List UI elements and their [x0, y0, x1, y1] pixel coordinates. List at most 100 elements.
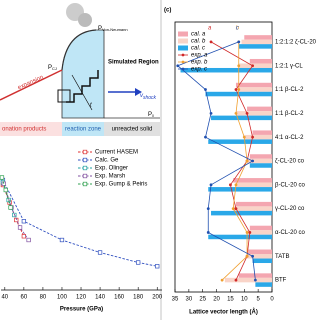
bar [180, 67, 272, 73]
y-tick-label: β-CL-20 co [275, 182, 305, 188]
point [251, 135, 255, 139]
bar [238, 44, 272, 49]
point [234, 207, 238, 211]
x-tick-label: 30 [186, 297, 193, 303]
bar [208, 234, 272, 240]
series-line [177, 41, 256, 281]
legend-marker [181, 53, 185, 57]
symbol: P [98, 26, 102, 32]
legend-marker [82, 149, 88, 155]
point [251, 64, 255, 68]
point [21, 234, 27, 239]
p-von-neumann: PVon-Neumann [98, 26, 128, 32]
series-line [2, 179, 158, 267]
symbol: P [48, 65, 52, 71]
bar [235, 182, 272, 188]
y-tick-label: α-CL-20 co [275, 230, 305, 236]
x-tick-label: 100 [57, 295, 68, 301]
point [204, 88, 207, 91]
x-tick-label: 20 [213, 297, 220, 303]
point [234, 111, 238, 115]
zone-products [0, 122, 62, 136]
x-tick-label: 35 [172, 297, 179, 303]
bar [233, 178, 272, 183]
bar [244, 35, 272, 40]
y-tick-label: 1:2:1 γ-CL [275, 63, 303, 69]
bar [249, 225, 272, 231]
p-cj: PCJ [48, 65, 57, 71]
x-tick-label: 80 [40, 295, 47, 301]
legend-label: Current HASEM [95, 150, 138, 156]
series-tag: a [208, 26, 212, 32]
y-tick-label: 1:2:1:2 ζ-CL-20 [275, 39, 317, 45]
zone-label: onation products [2, 127, 46, 133]
bar [241, 39, 272, 45]
bar [235, 111, 272, 116]
subscript: Von-Neumann [102, 27, 128, 32]
point [136, 260, 141, 265]
bar [208, 187, 272, 192]
zone-label: reaction zone [65, 127, 102, 133]
legend-swatch [178, 45, 188, 51]
series-tag: b [236, 26, 240, 32]
x-tick-label: 140 [95, 295, 106, 301]
zone-label: unreacted solid [112, 127, 153, 133]
legend-label: cal. a [191, 32, 206, 38]
y-tick-label: 1:1 β-CL-2 [275, 87, 304, 93]
legend-marker [82, 157, 88, 163]
x-tick-label: 120 [76, 295, 87, 301]
x-tick-label: 15 [227, 297, 234, 303]
legend-marker [82, 181, 88, 187]
subscript: 0 [152, 114, 154, 118]
x-tick-label: 200 [152, 295, 163, 301]
legend-swatch [178, 31, 188, 37]
bar [233, 206, 272, 211]
point [3, 187, 8, 193]
bar [247, 230, 272, 235]
x-axis-title: Pressure (GPa) [60, 307, 103, 313]
point [17, 225, 23, 230]
p-0: P0 [148, 112, 154, 118]
point [234, 183, 238, 187]
series-tag: c [236, 26, 239, 32]
y-tick-label: 1:1 β-CL-2 [275, 111, 304, 117]
bar [249, 163, 272, 168]
point [229, 183, 232, 187]
legend-label: cal. c [191, 46, 205, 52]
zone-unreacted [104, 122, 160, 136]
x-tick-label: 180 [133, 295, 144, 301]
diagram: PVon-Neumann PCJ Simulated Region expans… [0, 0, 160, 145]
simulated-region: Simulated Region [108, 60, 159, 66]
point [21, 219, 27, 224]
subscript: CJ [52, 66, 57, 71]
symbol: P [148, 112, 152, 118]
legend-label: Calc. Ge [95, 158, 119, 164]
point [237, 64, 241, 68]
y-tick-label: γ-CL-20 co [275, 206, 305, 212]
shock-arrowhead [135, 88, 142, 96]
legend-label: exp. b [191, 60, 208, 66]
point [209, 40, 213, 44]
bar [208, 139, 272, 144]
panel-label: (c) [164, 8, 171, 14]
bar [252, 258, 272, 264]
legend-label: Exp. Marsh [95, 174, 125, 180]
point [1, 181, 7, 186]
stairs [66, 70, 99, 103]
bar [247, 106, 272, 112]
bar [211, 115, 272, 121]
bar [255, 282, 272, 287]
legend-swatch [178, 38, 188, 44]
x-tick-label: 160 [114, 295, 125, 301]
pressure-profile [0, 69, 63, 101]
legend-marker [181, 67, 185, 71]
x-tick-label: 40 [1, 295, 8, 301]
legend-label: exp. c [191, 67, 207, 73]
point [209, 111, 213, 115]
x-tick-label: 0 [270, 297, 274, 303]
series-line [3, 183, 29, 241]
y-tick-label: 4:1 α-CL-2 [275, 135, 304, 141]
legend-marker [82, 173, 88, 179]
bar [238, 273, 272, 278]
legend-label: cal. b [191, 39, 206, 45]
